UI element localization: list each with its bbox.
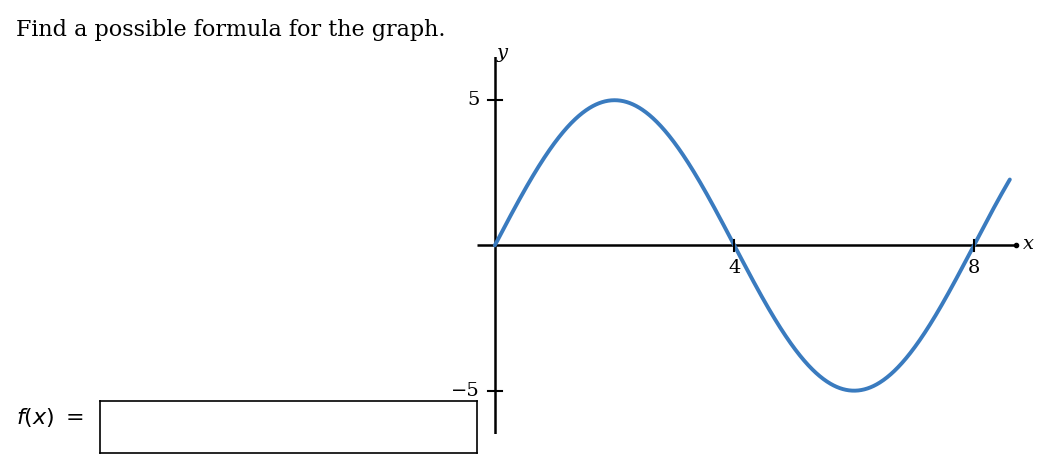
Text: Find a possible formula for the graph.: Find a possible formula for the graph. bbox=[16, 19, 445, 41]
Text: x: x bbox=[1023, 235, 1034, 253]
Text: 8: 8 bbox=[967, 259, 980, 277]
Text: 4: 4 bbox=[728, 259, 741, 277]
Text: 5: 5 bbox=[467, 91, 480, 109]
Text: y: y bbox=[497, 44, 507, 62]
Text: −5: −5 bbox=[451, 382, 480, 400]
Text: $f(x)\ =$: $f(x)\ =$ bbox=[16, 406, 84, 429]
